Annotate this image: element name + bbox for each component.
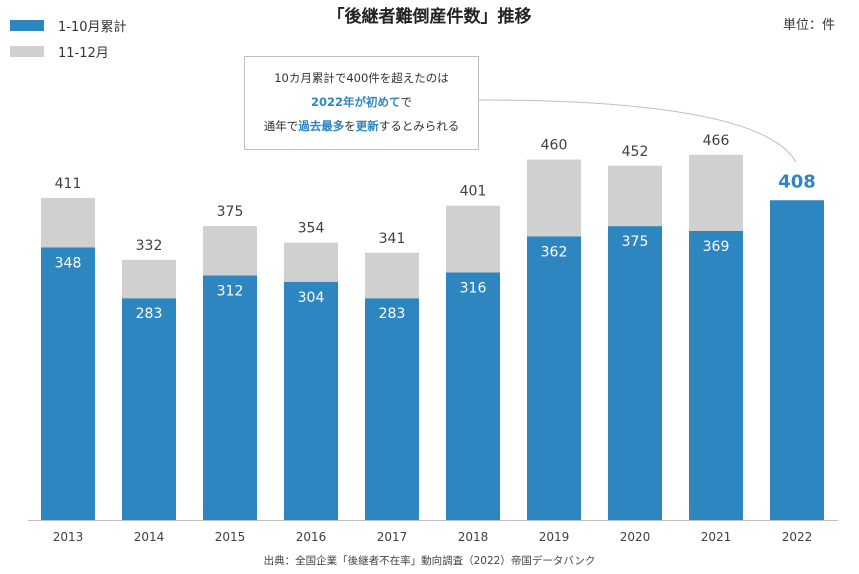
bar-1-10-2020 — [608, 226, 662, 521]
x-tick-label-2021: 2021 — [701, 530, 732, 544]
bar-11-12-2014 — [122, 259, 176, 299]
bar-11-12-2018 — [446, 205, 500, 273]
callout-text-c: するとみられる — [378, 119, 460, 133]
bar-1-10-2018 — [446, 272, 500, 520]
callout-highlight-2022: 2022年が初めて — [310, 95, 401, 109]
bar-1-10-2014 — [122, 298, 176, 520]
data-label-total-2022: 408 — [778, 171, 816, 192]
callout-highlight-record: 過去最多 — [298, 119, 345, 133]
data-label-total-2017: 341 — [379, 231, 406, 247]
data-label-total-2021: 466 — [703, 133, 730, 149]
data-label-total-2018: 401 — [460, 184, 487, 200]
bar-11-12-2015 — [203, 226, 257, 276]
x-tick-label-2017: 2017 — [377, 530, 408, 544]
bar-1-10-2015 — [203, 275, 257, 520]
x-tick-label-2013: 2013 — [53, 530, 84, 544]
x-tick-label-2014: 2014 — [134, 530, 165, 544]
bar-1-10-2019 — [527, 236, 581, 520]
data-label-total-2014: 332 — [136, 238, 163, 254]
callout-highlight-update: 更新 — [355, 119, 379, 133]
callout-connector-line — [478, 99, 797, 163]
data-label-1-10-2017: 283 — [379, 306, 406, 322]
x-tick-label-2022: 2022 — [782, 530, 813, 544]
legend-label-11-12: 11-12月 — [58, 45, 109, 61]
bar-1-10-2022 — [770, 200, 824, 520]
data-label-1-10-2014: 283 — [136, 306, 163, 322]
x-tick-label-2019: 2019 — [539, 530, 570, 544]
bar-11-12-2021 — [689, 154, 743, 231]
bar-11-12-2016 — [284, 242, 338, 282]
legend: 1-10月累計 11-12月 — [10, 12, 127, 64]
callout-line-1: 10カ月累計で400件を超えたのは — [274, 71, 449, 85]
bar-11-12-2017 — [365, 252, 419, 299]
legend-swatch-gray — [10, 45, 44, 57]
bar-11-12-2020 — [608, 165, 662, 227]
callout-line-3: 通年で過去最多を更新するとみられる — [245, 114, 478, 138]
data-label-total-2013: 411 — [55, 176, 82, 192]
x-tick-label-2016: 2016 — [296, 530, 327, 544]
bar-1-10-2021 — [689, 230, 743, 520]
chart-title: 「後継者難倒産件数」推移 — [327, 7, 532, 27]
callout-box: 10カ月累計で400件を超えたのは 2022年が初めてで 通年で過去最多を更新す… — [244, 56, 479, 150]
data-label-1-10-2018: 316 — [460, 280, 487, 296]
data-label-1-10-2020: 375 — [622, 234, 649, 250]
data-label-total-2016: 354 — [298, 221, 325, 237]
data-label-1-10-2021: 369 — [703, 239, 730, 255]
bar-1-10-2013 — [41, 247, 95, 520]
callout-line-2-rest: で — [400, 95, 413, 109]
data-label-total-2020: 452 — [622, 144, 649, 160]
source-note: 出典：全国企業「後継者不在率」動向調査（2022）帝国データバンク — [263, 555, 596, 567]
data-label-total-2019: 460 — [541, 137, 568, 153]
data-label-1-10-2013: 348 — [55, 255, 82, 271]
data-label-1-10-2015: 312 — [217, 283, 244, 299]
bar-11-12-2013 — [41, 197, 95, 248]
bar-11-12-2019 — [527, 159, 581, 237]
legend-item-11-12: 11-12月 — [10, 38, 127, 64]
x-tick-label-2018: 2018 — [458, 530, 489, 544]
legend-swatch-blue — [10, 19, 44, 31]
x-tick-label-2015: 2015 — [215, 530, 246, 544]
unit-label: 単位：件 — [782, 18, 835, 33]
bar-1-10-2016 — [284, 281, 338, 520]
data-label-1-10-2019: 362 — [541, 244, 568, 260]
data-label-1-10-2016: 304 — [298, 290, 325, 306]
callout-text-b: を — [344, 119, 356, 133]
callout-line-2: 2022年が初めてで — [245, 90, 478, 114]
bar-1-10-2017 — [365, 298, 419, 520]
callout-text-a: 通年で — [263, 119, 299, 133]
legend-label-1-10: 1-10月累計 — [58, 19, 127, 35]
legend-item-1-10: 1-10月累計 — [10, 12, 127, 38]
x-tick-label-2020: 2020 — [620, 530, 651, 544]
data-label-total-2015: 375 — [217, 204, 244, 220]
